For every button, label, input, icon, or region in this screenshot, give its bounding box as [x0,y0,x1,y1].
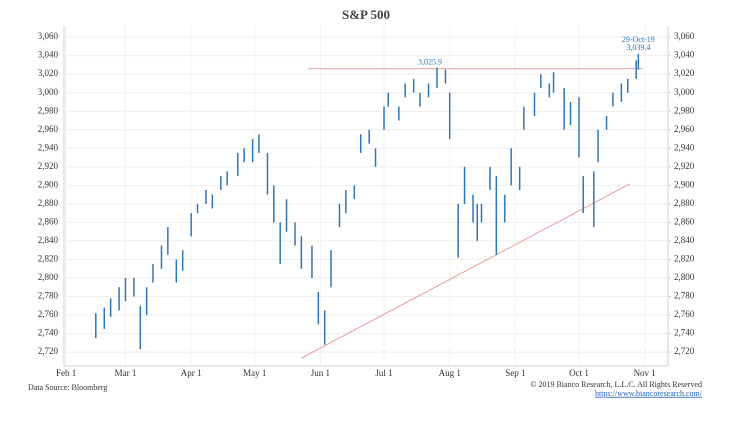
y-tick-label: 2,780 [38,291,59,301]
y-tick-label: 2,840 [38,235,59,245]
y2-tick-label: 3,000 [674,87,695,97]
y2-tick-label: 2,740 [674,328,695,338]
y-tick-label: 2,920 [38,161,59,171]
y2-tick-label: 3,020 [674,68,695,78]
x-tick-label: Nov 1 [634,368,656,378]
annotation: 29-Oct-19 [622,35,655,44]
reference-line [301,183,631,359]
annotation: 3,025.9 [418,58,442,67]
x-tick-label: Sep 1 [505,368,525,378]
y-tick-label: 2,900 [38,179,59,189]
y-tick-label: 2,720 [38,346,59,356]
y-tick-label: 2,960 [38,124,59,134]
y2-tick-label: 3,060 [674,31,695,41]
y2-tick-label: 2,800 [674,272,695,282]
y-tick-label: 3,040 [38,50,59,60]
y2-tick-label: 2,920 [674,161,695,171]
x-tick-label: May 1 [243,368,266,378]
x-tick-label: Feb 1 [56,368,76,378]
y-tick-label: 2,980 [38,105,59,115]
y2-tick-label: 2,900 [674,179,695,189]
y-tick-label: 3,000 [38,87,59,97]
y-tick-label: 2,800 [38,272,59,282]
source: Data Source: Bloomberg [28,383,107,392]
y2-tick-label: 2,980 [674,105,695,115]
y2-tick-label: 2,780 [674,291,695,301]
y2-tick-label: 2,720 [674,346,695,356]
x-tick-label: Aug 1 [439,368,461,378]
url-link[interactable]: https://www.biancoresearch.com/ [595,389,703,398]
y-tick-label: 2,860 [38,216,59,226]
y-tick-label: 2,940 [38,142,59,152]
annotation: 3,039.4 [626,43,650,52]
y-tick-label: 2,880 [38,198,59,208]
x-tick-label: Mar 1 [115,368,137,378]
x-tick-label: Oct 1 [569,368,589,378]
y-tick-label: 2,820 [38,254,59,264]
y-tick-label: 3,060 [38,31,59,41]
y2-tick-label: 3,040 [674,50,695,60]
x-tick-label: Jul 1 [375,368,392,378]
x-tick-label: Jun 1 [311,368,330,378]
y2-tick-label: 2,760 [674,309,695,319]
chart-title: S&P 500 [342,7,390,22]
x-tick-label: Apr 1 [181,368,202,378]
y2-tick-label: 2,840 [674,235,695,245]
y-tick-label: 3,020 [38,68,59,78]
y-tick-label: 2,760 [38,309,59,319]
y-tick-label: 2,740 [38,328,59,338]
y2-tick-label: 2,860 [674,216,695,226]
copyright: © 2019 Bianco Research, L.L.C. All Right… [530,380,702,389]
y2-tick-label: 2,880 [674,198,695,208]
y2-tick-label: 2,820 [674,254,695,264]
y2-tick-label: 2,960 [674,124,695,134]
y2-tick-label: 2,940 [674,142,695,152]
